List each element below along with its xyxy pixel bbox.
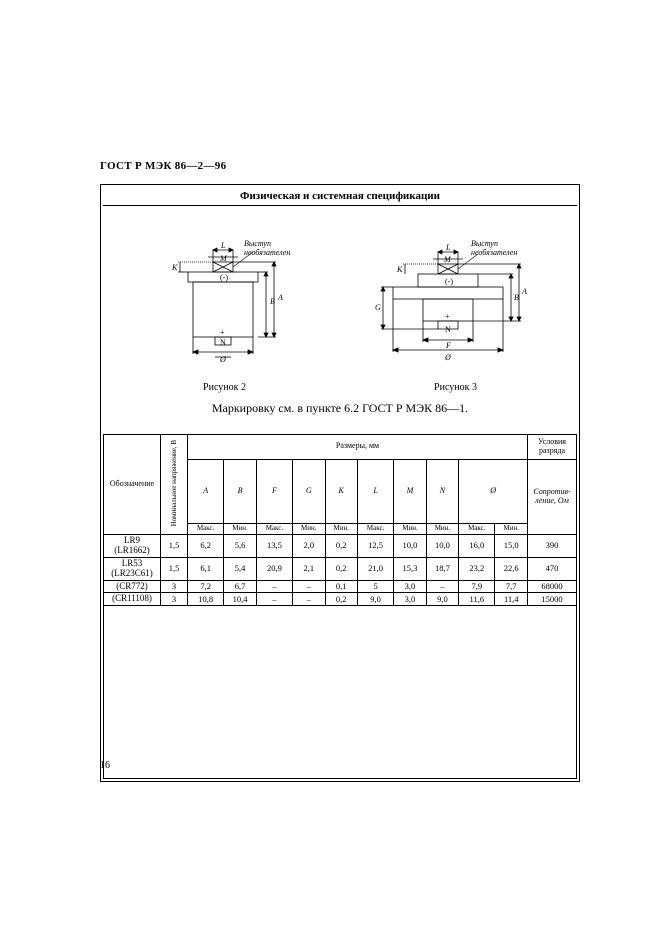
col-dimensions: Размеры, мм	[188, 435, 528, 460]
svg-text:K: K	[396, 265, 403, 274]
document-id: ГОСТ Р МЭК 86—2—96	[100, 160, 581, 172]
figure2-caption: Рисунок 2	[203, 382, 246, 393]
table-row-designation: LR9(LR1662)	[104, 535, 161, 558]
fig2-note: Выступ необязателен	[244, 239, 290, 257]
svg-text:A: A	[521, 287, 527, 296]
svg-text:B: B	[514, 293, 519, 302]
svg-text:(-): (-)	[445, 277, 453, 286]
table-row-designation: LR53(LR23C61)	[104, 557, 161, 580]
svg-text:F: F	[445, 341, 451, 350]
svg-text:B: B	[270, 297, 275, 306]
figures-cell: L M B A K Ø (-) + N	[103, 208, 577, 432]
svg-text:M: M	[219, 254, 228, 263]
page-number: 16	[100, 760, 110, 771]
svg-text:N: N	[445, 325, 451, 334]
svg-text:G: G	[375, 303, 381, 312]
svg-text:L: L	[445, 243, 451, 252]
svg-text:N: N	[220, 338, 226, 347]
spec-block: Физическая и системная спецификации	[100, 184, 580, 782]
svg-text:Ø: Ø	[444, 353, 452, 362]
col-designation: Обозначение	[104, 435, 161, 535]
block-title: Физическая и системная спецификации	[103, 187, 577, 206]
blank-area	[104, 606, 577, 779]
svg-text:M: M	[443, 255, 452, 264]
svg-text:Ø: Ø	[219, 355, 227, 364]
dimensions-table: Обозначение Номинальное напряжение, В Ра…	[103, 434, 577, 779]
svg-text:A: A	[277, 293, 283, 302]
marking-note: Маркировку см. в пункте 6.2 ГОСТ Р МЭК 8…	[109, 401, 571, 416]
col-discharge: Условия разряда	[528, 435, 577, 460]
fig3-note: Выступ необязателен	[471, 239, 517, 257]
svg-text:+: +	[220, 328, 225, 337]
col-voltage: Номинальное напряжение, В	[171, 438, 178, 528]
table-row-designation: (CR11108)	[104, 593, 161, 606]
svg-text:(-): (-)	[220, 273, 228, 282]
table-row-designation: (CR772)	[104, 580, 161, 593]
figure-3: L M B A G K (-) + N F Ø	[353, 232, 543, 372]
svg-text:L: L	[220, 241, 226, 250]
col-resistance: Сопротив­ление, Ом	[528, 459, 577, 534]
svg-text:K: K	[171, 263, 178, 272]
svg-text:+: +	[445, 312, 450, 321]
figure-2: L M B A K Ø (-) + N	[138, 222, 308, 372]
figure3-caption: Рисунок 3	[434, 382, 477, 393]
